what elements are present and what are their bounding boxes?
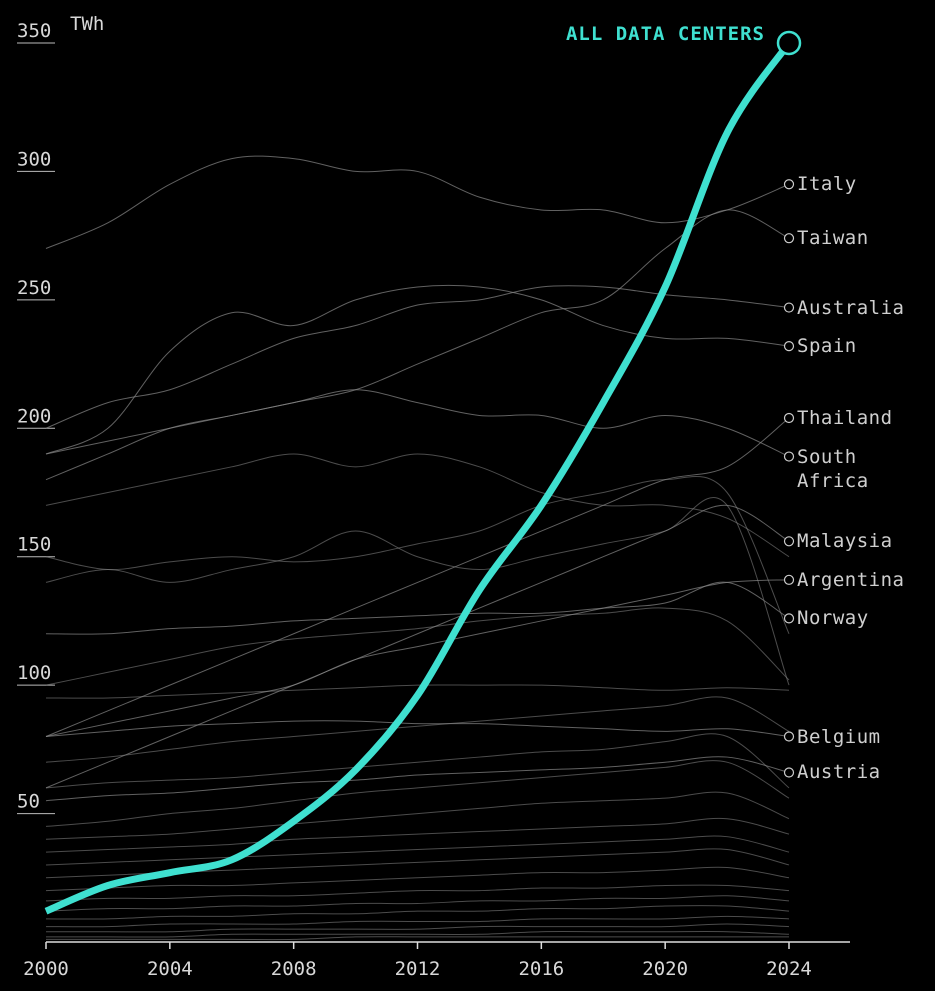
- country-line: [45, 915, 790, 928]
- country-line: [45, 696, 790, 763]
- end-marker: [783, 767, 795, 778]
- country-line: [45, 504, 790, 789]
- series-label: Spain: [797, 335, 857, 358]
- country-line: [45, 760, 790, 827]
- end-marker: [783, 179, 795, 190]
- country-line: [45, 607, 790, 686]
- country-line: [45, 895, 790, 912]
- country-line: [45, 497, 790, 686]
- country-line: [45, 936, 789, 941]
- highlight-line: [44, 40, 792, 915]
- series-label: Italy: [797, 173, 857, 196]
- country-line: [45, 817, 790, 853]
- country-line: [45, 155, 790, 249]
- x-tick-label: 2004: [147, 958, 193, 980]
- country-line: [45, 923, 790, 933]
- y-tick-label: 200: [17, 405, 51, 427]
- end-marker: [783, 412, 795, 424]
- country-line: [45, 791, 790, 840]
- end-marker: [783, 731, 795, 742]
- series-label: Malaysia: [797, 530, 893, 553]
- country-line: [45, 285, 790, 429]
- y-unit: TWh: [70, 13, 104, 35]
- country-line: [45, 835, 790, 866]
- country-line: [45, 579, 790, 738]
- series-label: Thailand: [797, 407, 893, 429]
- series-label: Norway: [797, 607, 869, 630]
- country-line: [45, 866, 790, 892]
- x-tick-label: 2000: [23, 958, 69, 980]
- series-label: Argentina: [797, 568, 905, 591]
- end-marker: [783, 302, 795, 313]
- chart-title: ALL DATA CENTERS: [566, 23, 765, 45]
- y-tick-label: 150: [17, 534, 51, 556]
- y-tick-label: 250: [17, 277, 51, 299]
- country-line: [45, 284, 790, 455]
- country-line: [45, 476, 790, 634]
- x-tick-label: 2008: [271, 958, 317, 980]
- end-marker: [783, 233, 795, 244]
- country-line: [45, 720, 790, 738]
- x-tick-label: 2024: [766, 958, 812, 980]
- country-line: [45, 453, 790, 558]
- y-tick-label: 50: [17, 791, 40, 813]
- country-line: [45, 905, 790, 920]
- country-line: [46, 931, 790, 938]
- country-line: [45, 417, 790, 737]
- series-label: Belgium: [797, 725, 881, 748]
- x-tick-label: 2012: [395, 958, 441, 980]
- country-line: [45, 733, 790, 789]
- country-line: [45, 756, 790, 802]
- series-label: South Africa: [797, 445, 869, 492]
- country-line: [45, 884, 790, 902]
- highlight-end-marker: [776, 30, 802, 56]
- country-line: [45, 389, 790, 457]
- series-label: Taiwan: [797, 227, 869, 250]
- end-marker: [783, 574, 795, 585]
- y-tick-label: 100: [17, 662, 51, 684]
- series-label: Austria: [797, 761, 881, 784]
- series-label: Australia: [797, 296, 905, 319]
- y-tick-label: 300: [17, 148, 51, 170]
- x-tick-label: 2020: [642, 958, 688, 980]
- end-marker: [783, 340, 795, 352]
- end-marker: [783, 613, 795, 624]
- country-line: [45, 581, 790, 635]
- end-marker: [783, 536, 795, 547]
- end-marker: [783, 451, 795, 462]
- y-tick-label: 350: [17, 20, 51, 42]
- x-tick-label: 2016: [518, 958, 564, 980]
- country-line: [45, 684, 790, 699]
